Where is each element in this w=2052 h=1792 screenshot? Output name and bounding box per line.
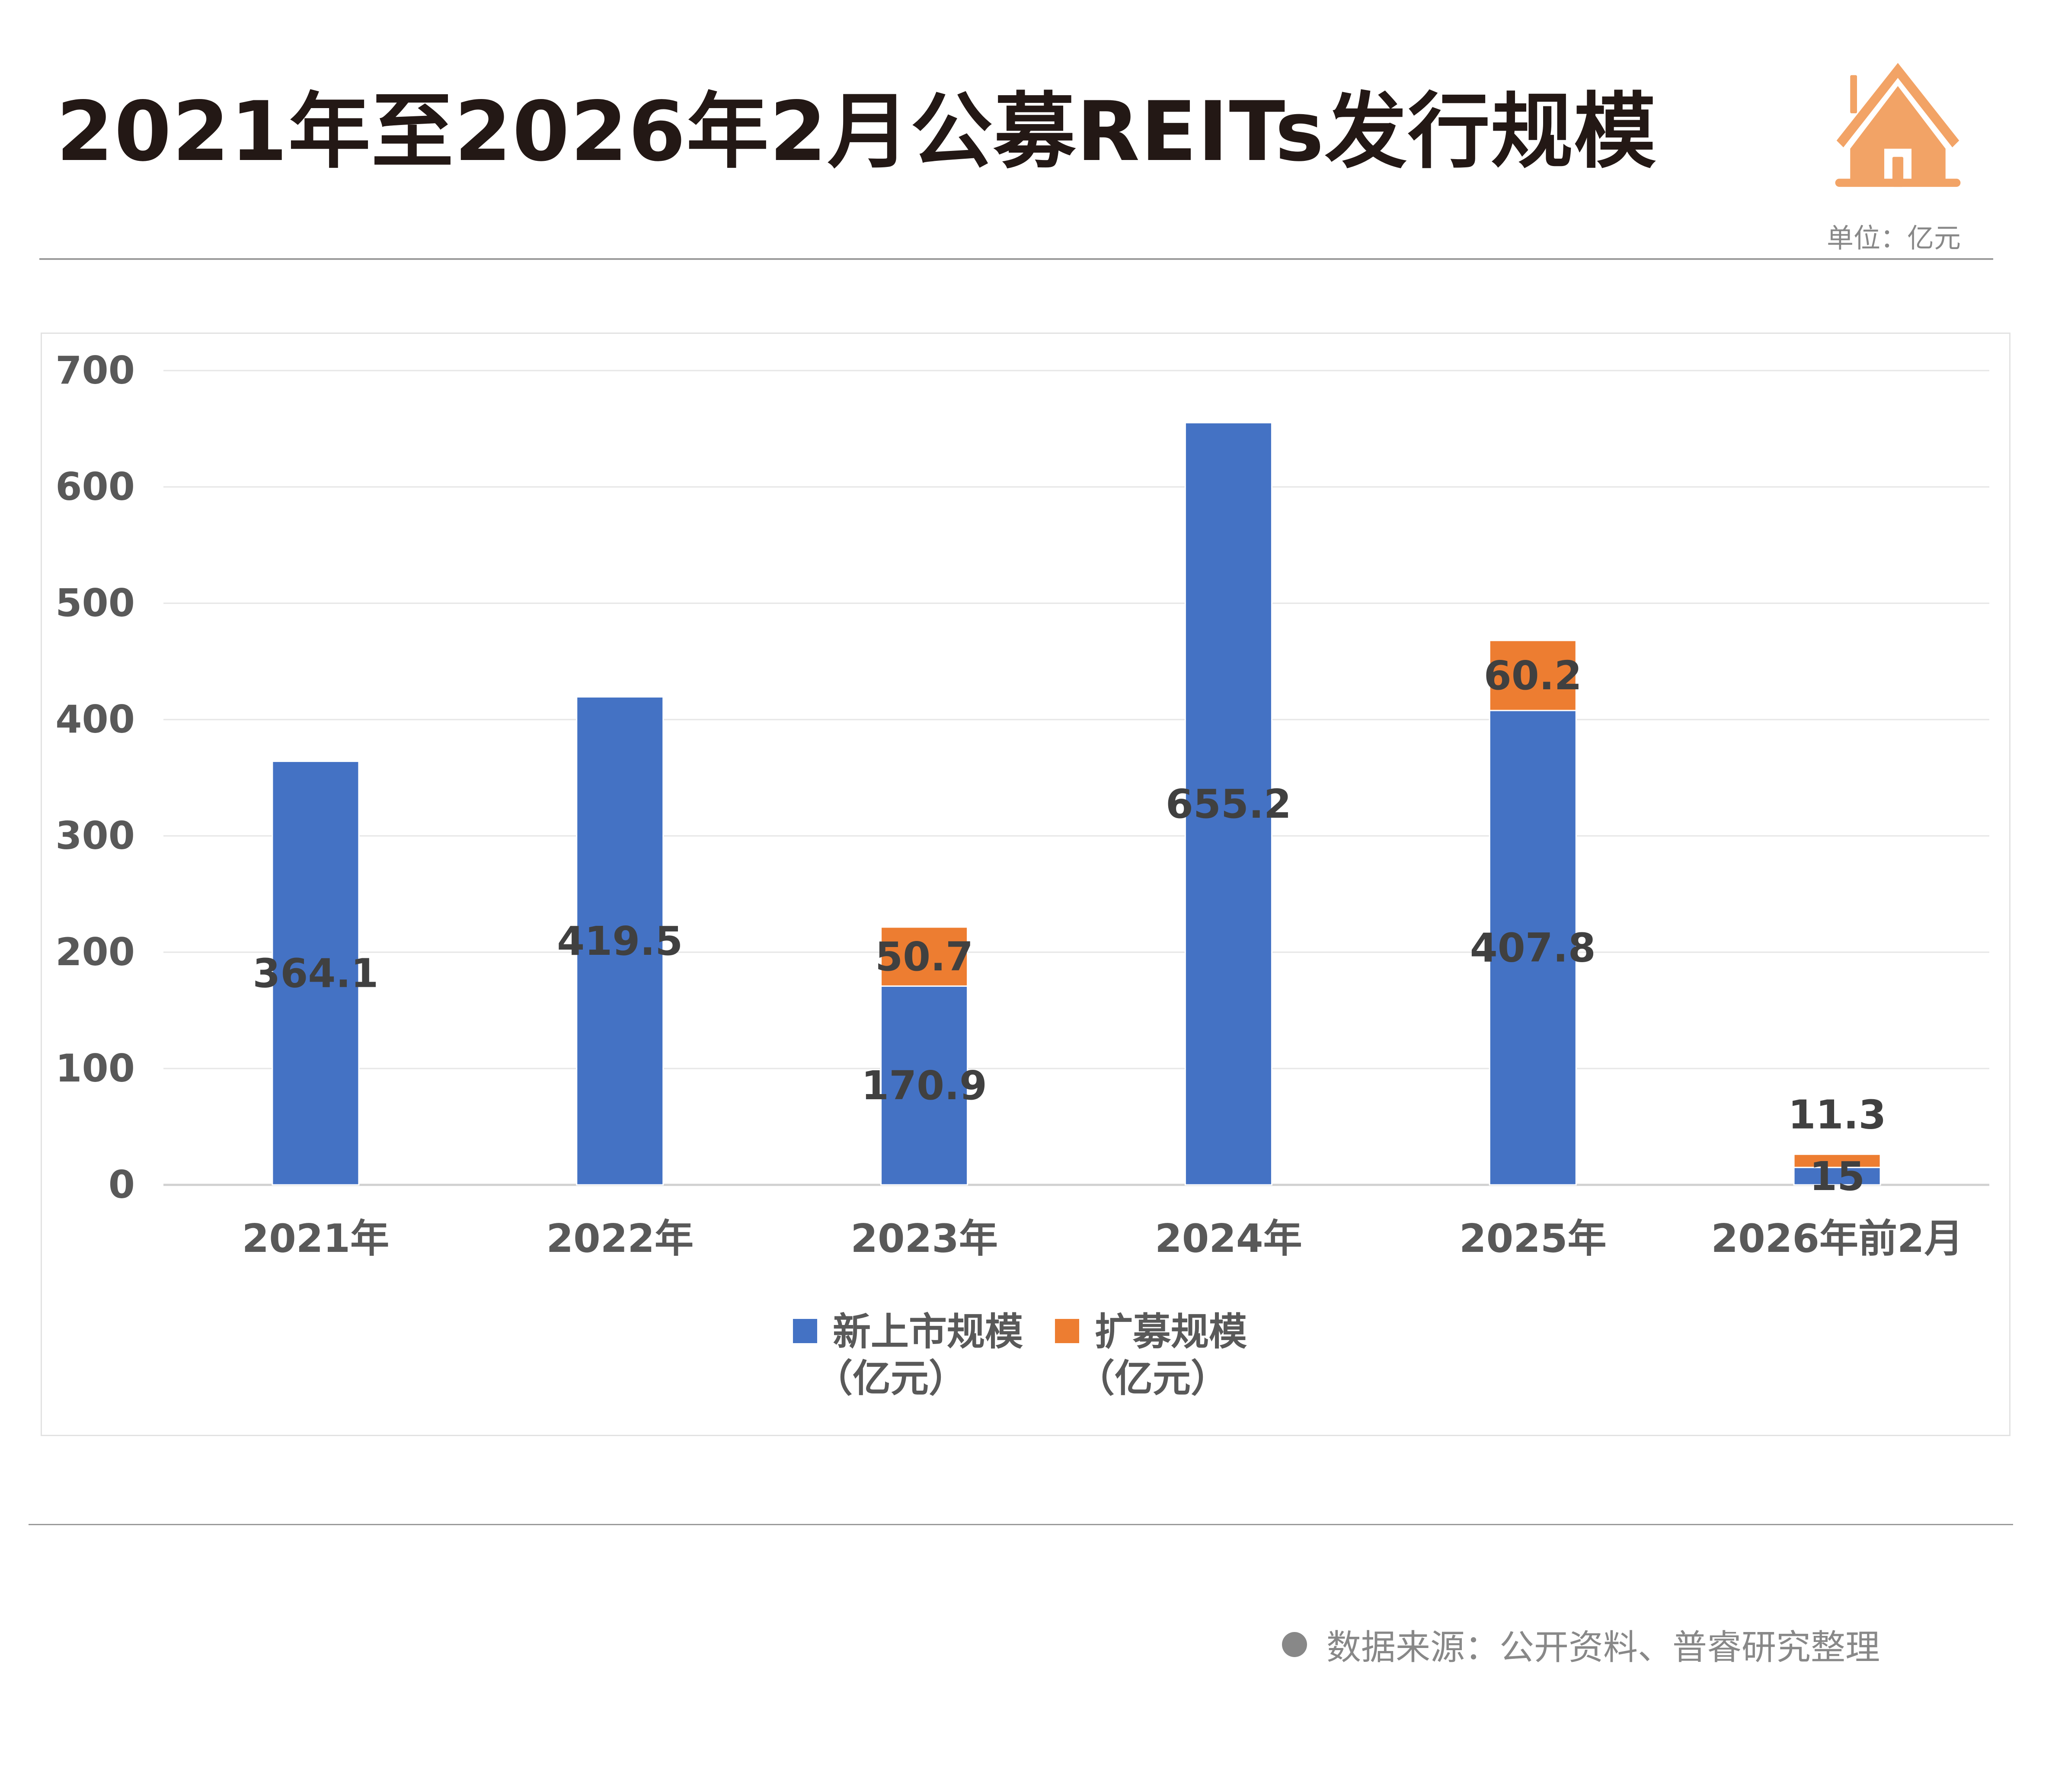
chart-frame bbox=[41, 333, 2010, 1436]
y-tick-label: 500 bbox=[55, 581, 135, 625]
data-label: 60.2 bbox=[1484, 653, 1582, 699]
bar-new-listing bbox=[576, 696, 664, 1186]
legend-label: 新上市规模 bbox=[833, 1309, 1023, 1354]
x-tick-label: 2022年 bbox=[547, 1216, 694, 1261]
bar-expansion bbox=[880, 926, 968, 987]
house-icon bbox=[1835, 63, 1961, 187]
data-label: 50.7 bbox=[875, 934, 973, 980]
legend-label: 扩募规模 bbox=[1095, 1309, 1247, 1354]
source-note: 数据来源：公开资料、普睿研究整理 bbox=[1282, 1619, 1880, 1670]
x-tick-label: 2024年 bbox=[1155, 1216, 1302, 1261]
data-label: 15 bbox=[1809, 1153, 1865, 1200]
header-divider bbox=[39, 258, 1993, 260]
y-tick-label: 0 bbox=[109, 1162, 135, 1207]
legend-label-unit: （亿元） bbox=[815, 1356, 967, 1401]
x-tick-label: 2023年 bbox=[850, 1216, 998, 1261]
bar-expansion bbox=[1489, 640, 1577, 711]
x-tick-label: 2026年前2月 bbox=[1711, 1216, 1963, 1261]
data-label: 364.1 bbox=[253, 950, 378, 996]
y-tick-label: 400 bbox=[55, 697, 135, 742]
footer-divider bbox=[29, 1524, 2013, 1525]
legend-label-unit: （亿元） bbox=[1077, 1356, 1229, 1401]
y-tick-label: 700 bbox=[55, 348, 135, 393]
legend-swatch bbox=[793, 1319, 817, 1343]
data-label: 170.9 bbox=[861, 1062, 987, 1109]
y-tick-label: 600 bbox=[55, 464, 135, 509]
bar-new-listing bbox=[880, 985, 968, 1186]
bar-new-listing bbox=[1489, 710, 1577, 1186]
data-label: 655.2 bbox=[1166, 781, 1291, 827]
data-label: 407.8 bbox=[1470, 925, 1596, 971]
page-title: 2021年至2026年2月公募REITs发行规模 bbox=[56, 84, 1657, 179]
unit-label: 单位：亿元 bbox=[1827, 222, 1961, 254]
data-label: 419.5 bbox=[557, 918, 683, 964]
bar-new-listing bbox=[272, 761, 360, 1186]
bar-expansion bbox=[1793, 1153, 1881, 1168]
y-tick-label: 200 bbox=[55, 930, 135, 974]
x-tick-label: 2025年 bbox=[1459, 1216, 1607, 1261]
data-label: 11.3 bbox=[1788, 1091, 1886, 1138]
y-tick-label: 100 bbox=[55, 1046, 135, 1091]
source-text: 数据来源：公开资料、普睿研究整理 bbox=[1326, 1627, 1880, 1667]
x-tick-label: 2021年 bbox=[242, 1216, 390, 1261]
bar-new-listing bbox=[1184, 422, 1272, 1186]
legend-swatch bbox=[1055, 1319, 1079, 1343]
bullet-icon bbox=[1282, 1632, 1307, 1657]
y-tick-label: 300 bbox=[55, 813, 135, 858]
